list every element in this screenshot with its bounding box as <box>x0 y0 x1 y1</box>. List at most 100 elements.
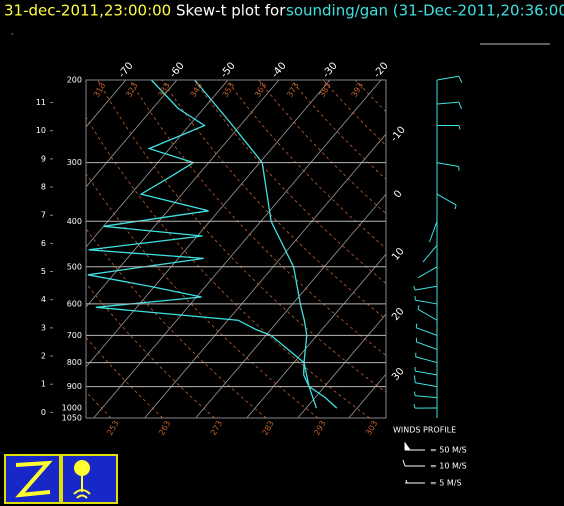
y-tick-label: 300 <box>67 158 82 167</box>
dry-adiabat-label: 303 <box>364 419 379 437</box>
wind-barb <box>436 101 462 110</box>
dry-adiabat <box>290 80 386 180</box>
isotherm <box>86 80 178 188</box>
y-tick-label: 800 <box>67 358 82 367</box>
dry-adiabat <box>86 336 163 418</box>
plot-border <box>85 79 387 419</box>
dry-adiabat <box>355 80 386 113</box>
isotherm <box>348 373 386 418</box>
y2-tick-label: 10 <box>36 126 46 135</box>
legend-icon <box>402 459 425 467</box>
x-tick-label: -40 <box>270 61 289 81</box>
x-tick-label: -70 <box>117 61 136 81</box>
isotherm <box>86 80 331 368</box>
x-tick-label: -60 <box>168 61 187 81</box>
wind-barb <box>414 366 438 376</box>
wind-barb <box>429 221 438 243</box>
dry-adiabat-label: 383 <box>317 81 332 99</box>
wind-barb <box>415 323 438 336</box>
dry-adiabat <box>322 80 386 146</box>
wind-barb <box>414 391 438 399</box>
wind-barb <box>417 266 438 279</box>
dry-adiabat <box>86 172 319 418</box>
dry-adiabat-label: 313 <box>92 81 107 99</box>
dry-adiabat <box>258 80 386 215</box>
wind-barb <box>413 403 438 409</box>
dry-adiabat-label: 333 <box>156 81 171 99</box>
dry-adiabat-label: 273 <box>209 419 224 437</box>
isotherm <box>93 80 382 418</box>
y-tick-label: 1000 <box>62 404 82 413</box>
header-title: Skew-t plot for <box>176 2 286 20</box>
x-tick-label: 10 <box>390 246 407 263</box>
x-tick-label: 30 <box>390 366 407 383</box>
y2-tick-label: 1 <box>41 380 46 389</box>
isotherm <box>86 80 280 308</box>
y2-tick-label: 7 <box>41 211 46 220</box>
wind-barb <box>422 244 438 263</box>
wind-barb <box>436 193 457 210</box>
dry-adiabat-label: 363 <box>253 81 268 99</box>
y2-tick-label: 5 <box>41 267 46 276</box>
dewpoint-line <box>87 80 318 409</box>
legend-icon <box>405 479 425 484</box>
x-tick-label: 20 <box>390 306 407 323</box>
y2-tick-label: 11 <box>36 98 46 107</box>
x-tick-label: -10 <box>389 125 408 145</box>
legend-item: = 5 M/S <box>430 479 462 488</box>
wind-legend: WINDS PROFILE = 50 M/S = 10 M/S = 5 M/S <box>393 426 467 488</box>
x-tick-label: -20 <box>372 61 391 81</box>
x-tick-label: -30 <box>321 61 340 81</box>
wind-barb <box>414 295 438 305</box>
wind-barb <box>417 305 438 321</box>
header-source: sounding/gan (31-Dec-2011,20:36:00 <box>286 2 564 20</box>
dry-adiabat <box>161 80 386 320</box>
y-tick-label: 400 <box>67 217 82 226</box>
legend-title: WINDS PROFILE <box>393 426 456 435</box>
y2-tick-label: 3 <box>41 323 46 332</box>
dry-adiabat <box>86 116 370 418</box>
y-tick-label: 600 <box>67 299 82 308</box>
y-tick-label: 700 <box>67 331 82 340</box>
plot-area <box>0 80 564 418</box>
x-tick-label: 0 <box>392 188 405 200</box>
isotherm <box>400 80 564 418</box>
wind-barb <box>436 162 460 171</box>
isotherm <box>86 80 127 128</box>
dry-adiabat <box>193 80 386 284</box>
dry-adiabat-label: 293 <box>312 419 327 437</box>
wind-barb <box>414 375 438 388</box>
header-time: 31-dec-2011,23:00:00 <box>4 2 171 20</box>
isotherm <box>195 193 386 418</box>
dry-adiabat <box>129 80 386 356</box>
temperature-line <box>194 80 338 409</box>
isotherm <box>297 313 386 418</box>
dry-adiabat-label: 373 <box>285 81 300 99</box>
legend-icon <box>404 441 425 451</box>
y-tick-label: 900 <box>67 382 82 391</box>
wind-barb <box>413 285 438 291</box>
legend-item: = 50 M/S <box>430 446 467 455</box>
y2-tick-label: 9 <box>41 154 46 163</box>
dry-adiabat-label: 263 <box>157 419 172 437</box>
wind-barb <box>415 337 438 350</box>
y2-tick-label: 8 <box>41 183 46 192</box>
x-tick-label: -50 <box>219 61 238 81</box>
logo-z[interactable] <box>4 454 61 504</box>
logo-balloon[interactable] <box>61 454 118 504</box>
dry-adiabat <box>86 228 267 418</box>
header-mark: . <box>11 28 14 37</box>
dry-adiabat <box>226 80 386 249</box>
y-tick-label: 200 <box>67 76 82 85</box>
dry-adiabat-label: 393 <box>350 81 365 99</box>
isotherm <box>246 253 386 418</box>
isotherm <box>502 80 564 418</box>
y-tick-label: 500 <box>67 262 82 271</box>
dry-adiabat-label: 283 <box>260 419 275 437</box>
y2-tick-label: 0 <box>41 408 46 417</box>
wind-barb <box>415 352 438 364</box>
dry-adiabat <box>0 80 8 418</box>
y2-tick-label: 6 <box>41 239 46 248</box>
